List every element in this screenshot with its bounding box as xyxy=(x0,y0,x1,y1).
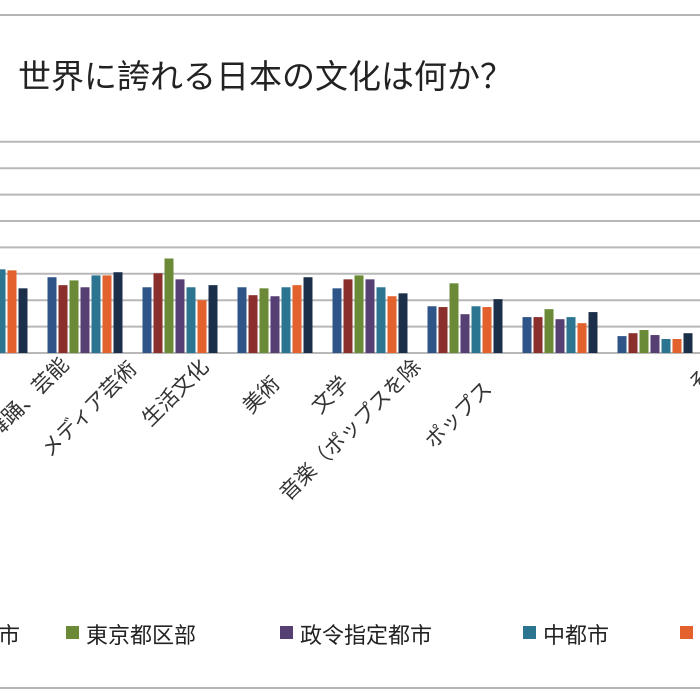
bar xyxy=(237,287,247,353)
category-label: そ xyxy=(684,365,700,397)
chart-title: 世界に誇れる日本の文化は何か？ xyxy=(18,57,513,96)
bar xyxy=(566,317,576,353)
bar xyxy=(449,283,459,353)
category-labels: 舞踊、芸能メディア芸術生活文化 美術 文学音楽（ポップスを除ポップスそ xyxy=(0,353,700,506)
bar xyxy=(522,317,532,353)
bar xyxy=(555,319,565,353)
bar xyxy=(617,336,627,353)
legend: 市 東京都区部 政令指定都市 中都市 xyxy=(0,624,693,649)
legend-label: 政令指定都市 xyxy=(300,624,432,649)
bar xyxy=(661,339,671,353)
bar xyxy=(387,296,397,353)
bar xyxy=(533,317,543,353)
bar xyxy=(58,285,68,353)
bar xyxy=(544,309,554,353)
bar xyxy=(102,275,112,353)
legend-swatch xyxy=(280,626,293,639)
bar xyxy=(639,330,649,353)
bar xyxy=(650,335,660,353)
bar xyxy=(281,287,291,353)
category-label: ポップス xyxy=(420,377,496,453)
bar xyxy=(672,339,682,353)
bar xyxy=(460,314,470,353)
bar xyxy=(303,277,313,353)
bar xyxy=(142,287,152,353)
bar xyxy=(91,275,101,353)
category-label: 音楽（ポップスを除 xyxy=(275,355,426,506)
bar xyxy=(175,279,185,353)
bar xyxy=(164,258,174,353)
bar xyxy=(427,306,437,353)
bar xyxy=(270,296,280,353)
bar xyxy=(332,288,342,353)
bar xyxy=(343,279,353,353)
bar xyxy=(365,279,375,353)
category-label: 文学 xyxy=(307,372,354,419)
bar xyxy=(197,300,207,353)
bar xyxy=(493,299,503,353)
bar xyxy=(259,288,269,353)
legend-swatch xyxy=(66,626,79,639)
bar xyxy=(482,307,492,353)
legend-label: 市 xyxy=(0,624,20,649)
bar xyxy=(208,285,218,353)
category-label: 生活文化 xyxy=(137,355,213,431)
bar xyxy=(376,287,386,353)
bar xyxy=(186,287,196,353)
bar xyxy=(0,269,6,353)
bar xyxy=(153,273,163,353)
bar xyxy=(628,333,638,353)
bar xyxy=(588,312,598,353)
bar xyxy=(292,285,302,353)
bar xyxy=(7,270,17,353)
bar xyxy=(47,277,57,353)
legend-label: 中都市 xyxy=(543,624,609,649)
bar xyxy=(248,295,258,353)
bar xyxy=(438,307,448,353)
bar xyxy=(354,275,364,353)
bar xyxy=(577,323,587,353)
bar xyxy=(69,280,79,353)
bar xyxy=(471,306,481,353)
legend-label: 東京都区部 xyxy=(86,624,196,649)
legend-swatch xyxy=(523,626,536,639)
bar xyxy=(80,287,90,353)
bar xyxy=(113,272,123,353)
bar xyxy=(683,333,693,353)
bar xyxy=(398,293,408,353)
bar xyxy=(18,288,28,353)
category-label: 美術 xyxy=(238,372,285,419)
bars xyxy=(0,258,693,353)
legend-swatch xyxy=(680,626,693,639)
